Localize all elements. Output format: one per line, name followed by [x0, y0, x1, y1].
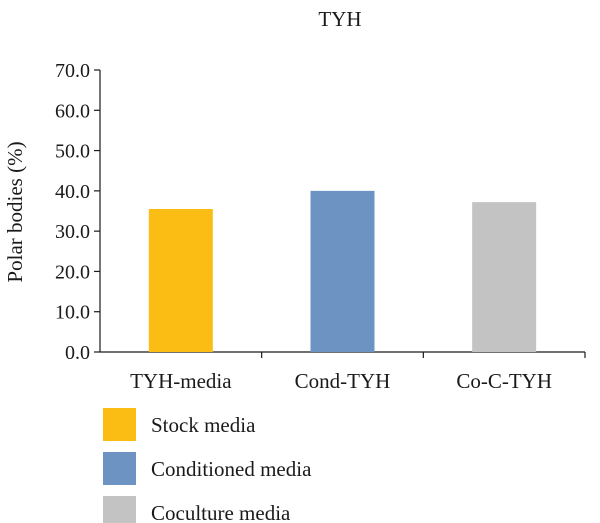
- legend-swatch: [103, 452, 136, 485]
- x-tick-label: Co-C-TYH: [456, 369, 552, 393]
- y-axis-label: Polar bodies (%): [3, 141, 27, 282]
- y-tick-label: 20.0: [55, 261, 90, 283]
- y-tick-label: 50.0: [55, 141, 90, 163]
- legend-label: Conditioned media: [151, 457, 312, 481]
- bar-3: [472, 202, 537, 352]
- legend-swatch: [103, 408, 136, 441]
- bar-2: [310, 190, 375, 352]
- y-tick-label: 60.0: [55, 100, 90, 122]
- y-tick-label: 10.0: [55, 302, 90, 324]
- legend: Stock media Conditioned media Coculture me…: [103, 408, 312, 523]
- y-tick-label: 30.0: [55, 221, 90, 243]
- x-tick-label: TYH-media: [130, 369, 232, 393]
- chart-title: TYH: [318, 7, 361, 31]
- plot-area: 0.0 10.0 20.0 30.0 40.0 50.0 60.0 70.0 TYH-media…: [55, 60, 586, 393]
- y-tick-label: 70.0: [55, 60, 90, 82]
- legend-label: Coculture media: [151, 501, 291, 523]
- bar-1: [148, 208, 213, 352]
- legend-label: Stock media: [151, 413, 256, 437]
- y-tick-label: 40.0: [55, 181, 90, 203]
- y-tick-label: 0.0: [65, 342, 90, 364]
- x-tick-label: Cond-TYH: [295, 369, 391, 393]
- legend-swatch: [103, 496, 136, 523]
